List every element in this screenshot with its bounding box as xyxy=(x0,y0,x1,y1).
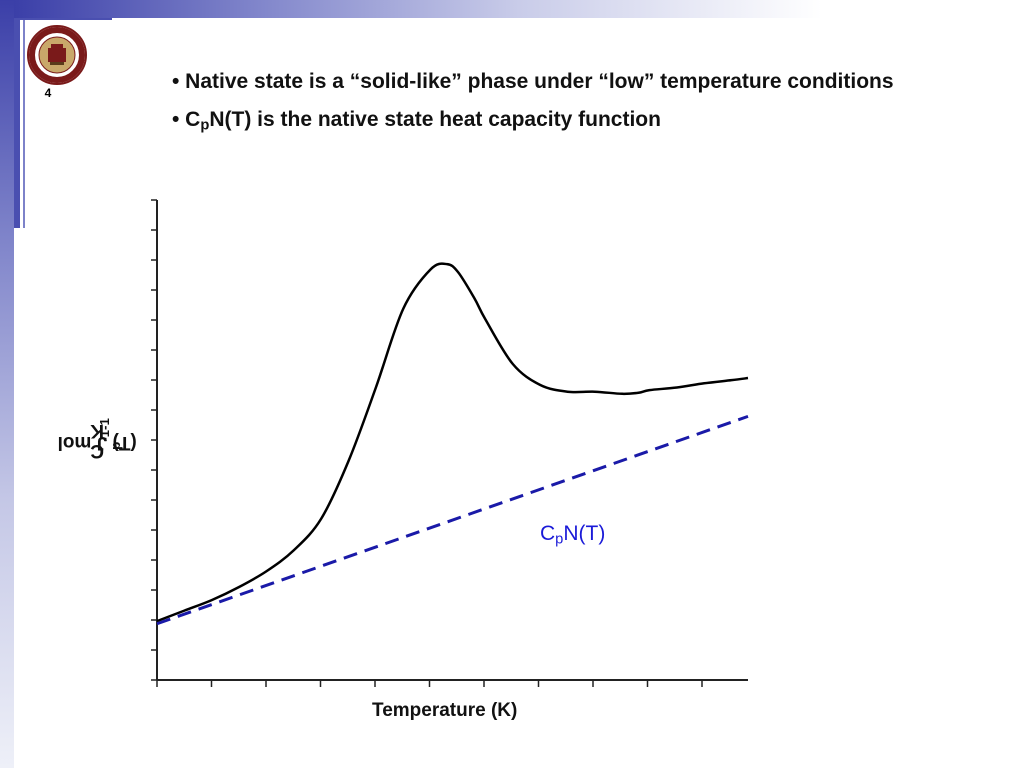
bullet-native-state: • Native state is a “solid-like” phase u… xyxy=(172,70,894,93)
x-axis-ticks xyxy=(156,680,703,687)
slide-number: 4 xyxy=(44,86,52,100)
accent-frame xyxy=(14,18,112,228)
cpn-series-label: CpN(T) xyxy=(540,522,606,548)
accent-frame-top-line xyxy=(14,18,112,20)
bullet-list: • Native state is a “solid-like” phase u… xyxy=(172,68,972,150)
bullet-heat-capacity: • CpN(T) is the native state heat capaci… xyxy=(172,108,661,134)
series-layer xyxy=(156,262,749,626)
heat-capacity-curve xyxy=(156,262,749,623)
native-heat-capacity-line xyxy=(156,414,749,626)
accent-frame-line xyxy=(23,18,25,228)
x-axis-label: Temperature (K) xyxy=(372,700,518,721)
top-accent-band xyxy=(14,0,1024,18)
y-axis-ticks xyxy=(151,199,157,681)
left-accent-band xyxy=(0,0,14,768)
university-seal-icon xyxy=(27,25,87,85)
